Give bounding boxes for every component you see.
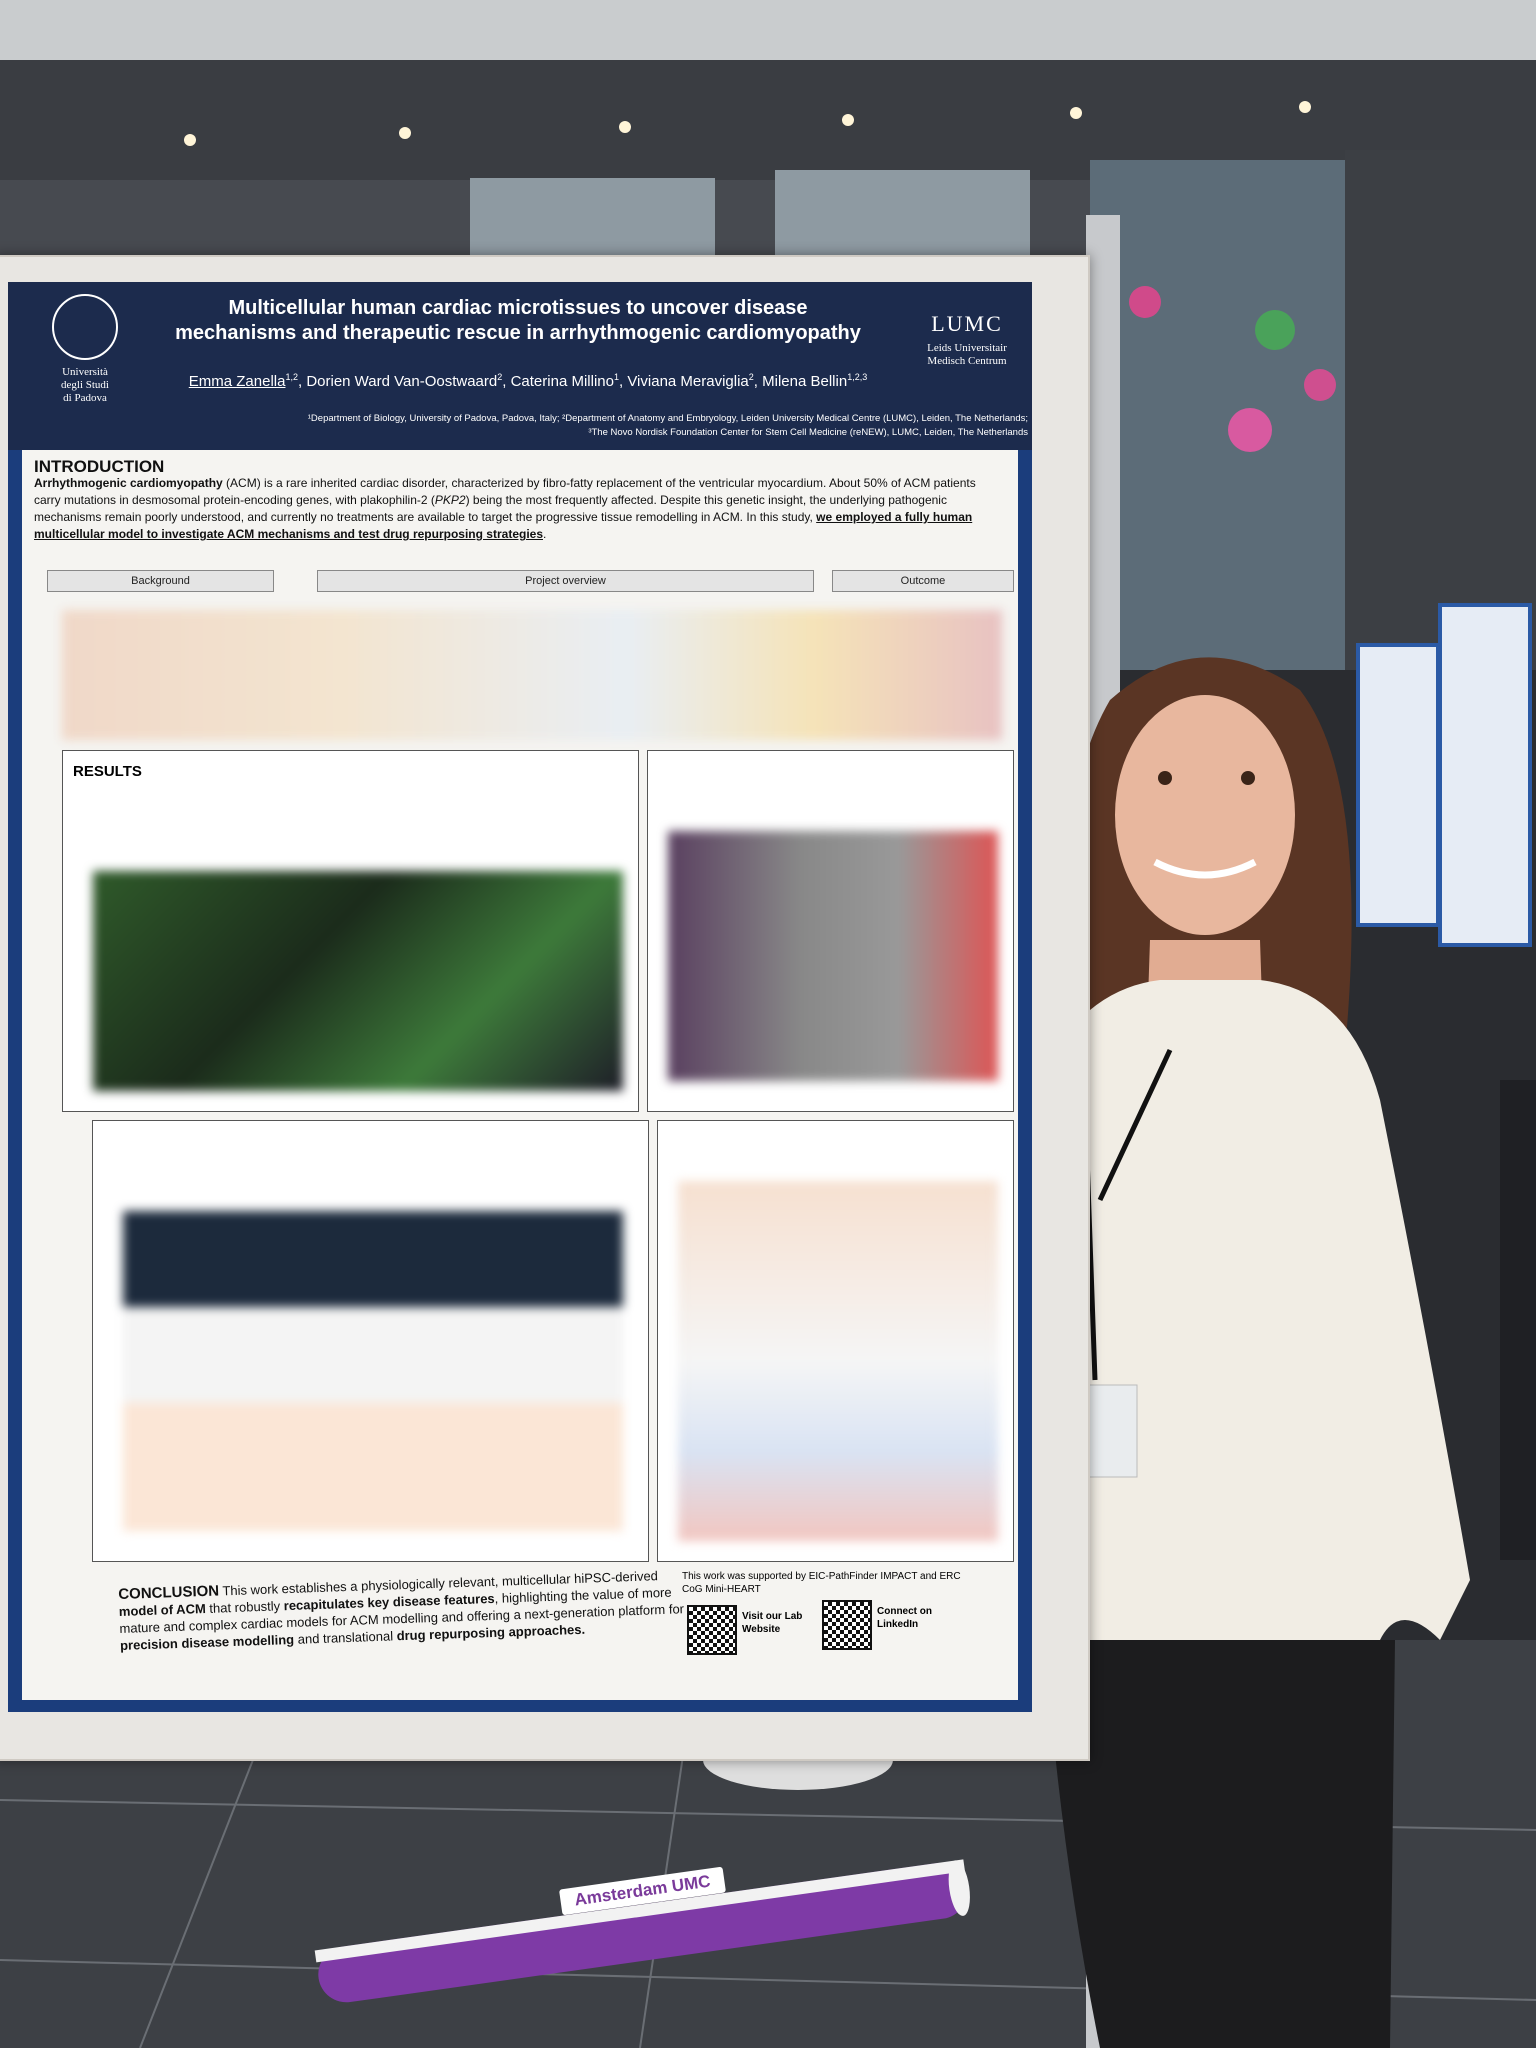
poster-content: INTRODUCTION Arrhythmogenic cardiomyopat… <box>22 450 1018 1700</box>
qr-code <box>687 1605 737 1655</box>
funding: This work was supported by EIC-PathFinde… <box>682 1571 961 1595</box>
panel-heading: Outcome <box>832 570 1014 592</box>
tissue-figure <box>668 831 998 1081</box>
microscopy-figure <box>93 871 623 1091</box>
text-segment: PKP2 <box>434 493 466 507</box>
conclusion: CONCLUSION This work establishes a physi… <box>118 1566 690 1654</box>
author-sup: 1,2,3 <box>847 372 868 382</box>
introduction: INTRODUCTION Arrhythmogenic cardiomyopat… <box>34 458 1004 543</box>
wall-panel <box>1345 150 1536 670</box>
text-segment: model of ACM <box>118 1600 207 1619</box>
section-heading: CONCLUSION <box>118 1582 220 1603</box>
results-box <box>647 750 1014 1112</box>
rescue-figure <box>678 1181 998 1541</box>
ceiling-lights <box>184 101 1311 146</box>
sweater <box>1037 980 1470 1640</box>
author-name: Caterina Millino <box>510 373 614 390</box>
text-segment: (ACM) is a rare inherited cardiac disord… <box>34 476 976 507</box>
windows <box>470 160 1345 670</box>
logo-mark: LUMC <box>931 311 1003 336</box>
author-name: Milena Bellin <box>762 373 848 390</box>
author-sup: 2 <box>748 372 754 382</box>
poster: Università degli Studi di Padova Multice… <box>8 282 1032 1712</box>
lumc-logo: LUMC Leids Universitair Medisch Centrum <box>908 312 1026 368</box>
text-segment: ) being the most frequently affected. De… <box>34 493 947 524</box>
text-segment: we employed a fully human multicellular … <box>34 510 973 541</box>
window-decorations <box>1129 286 1336 452</box>
qr-code <box>822 1600 872 1650</box>
overview-figure <box>62 610 1002 740</box>
logo-text: Università <box>62 366 108 378</box>
other-posters <box>1356 603 1536 1560</box>
author-sup: 1 <box>613 372 619 382</box>
banner-roll <box>314 1859 970 2003</box>
panel-heading: Project overview <box>317 570 814 592</box>
seal <box>52 294 118 360</box>
ceiling-panels <box>0 0 1536 60</box>
person <box>1037 657 1470 2048</box>
affiliation: ³The Novo Nordisk Foundation Center for … <box>588 427 1028 438</box>
face <box>1115 695 1295 935</box>
logo-text: di Padova <box>63 392 107 404</box>
results-box <box>657 1120 1014 1562</box>
author-name: Viviana Meraviglia <box>627 373 749 390</box>
text-segment: and translational <box>293 1628 397 1647</box>
structural-figure <box>123 1211 623 1531</box>
author-name: Emma Zanella <box>188 373 286 390</box>
authors: Emma Zanella1,2, Dorien Ward Van-Oostwaa… <box>188 372 868 390</box>
affiliation: ¹Department of Biology, University of Pa… <box>307 413 1028 424</box>
logo-text: degli Studi <box>61 379 109 391</box>
text-segment: . <box>543 527 547 541</box>
poster-title: Multicellular human cardiac microtissues… <box>175 297 861 344</box>
section-heading: INTRODUCTION <box>34 457 165 476</box>
pants <box>1045 1640 1395 2048</box>
affiliations: ¹Department of Biology, University of Pa… <box>128 412 1028 440</box>
author-sup: 2 <box>497 372 503 382</box>
poster-header: Università degli Studi di Padova Multice… <box>8 282 1032 450</box>
results-box: RESULTS <box>62 750 639 1112</box>
results-heading: RESULTS <box>73 763 142 780</box>
panel-heading: Background <box>47 570 274 592</box>
text-segment: precision disease modelling <box>119 1631 295 1653</box>
padova-logo: Università degli Studi di Padova <box>30 294 140 405</box>
intro-text: Arrhythmogenic cardiomyopathy (ACM) is a… <box>34 475 1004 543</box>
qr-label: Connect on LinkedIn <box>877 1606 932 1630</box>
logo-text: Leids Universitair Medisch Centrum <box>927 342 1007 367</box>
author-name: Dorien Ward Van-Oostwaard <box>306 373 498 390</box>
qr-label: Visit our Lab Website <box>742 1611 803 1635</box>
author-sup: 1,2 <box>285 372 298 382</box>
smile <box>1153 858 1257 879</box>
text-segment: Arrhythmogenic cardiomyopathy <box>34 476 223 490</box>
text-segment: that robustly <box>205 1598 285 1616</box>
results-box <box>92 1120 649 1562</box>
